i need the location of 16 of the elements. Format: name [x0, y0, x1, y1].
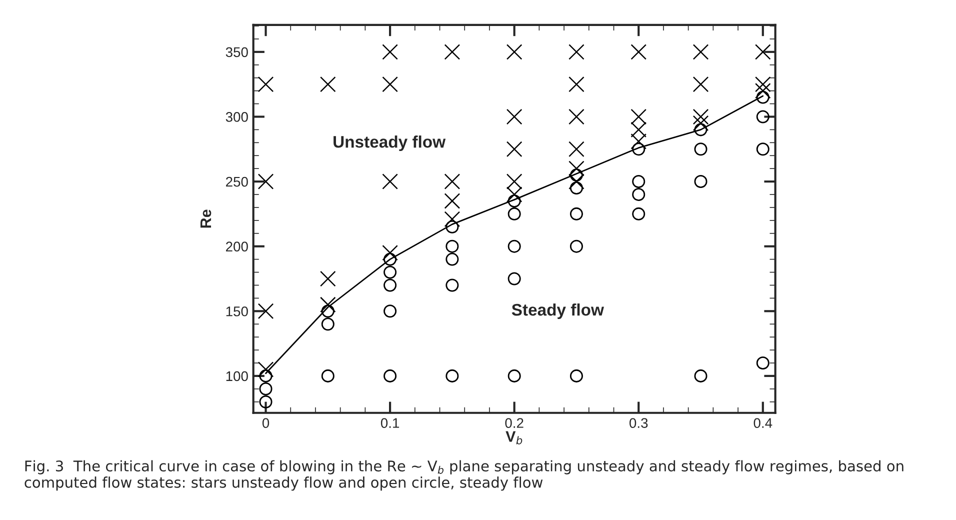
x-tick-label: 0.3 [630, 418, 648, 428]
y-tick-label: 200 [226, 242, 248, 252]
x-tick-label: 0.2 [505, 418, 524, 428]
y-tick-label: 100 [226, 371, 248, 382]
annotation: Unsteady flow [334, 136, 446, 152]
x-tick-label: 0 [262, 418, 270, 428]
y-tick-label: 300 [226, 112, 248, 122]
y-tick-label: 350 [226, 47, 248, 58]
y-axis-title: Re [200, 210, 212, 228]
x-axis-title: V$_{b}$ [506, 431, 522, 444]
annotation: Steady flow [512, 303, 604, 320]
x-tick-label: 0.4 [754, 418, 772, 428]
y-tick-label: 150 [226, 306, 248, 316]
y-tick-label: 250 [226, 176, 248, 187]
caption: Fig. 3 The critical curve in case of blowing in the Re ∼ V$_{b}$ plane separating unsteady and steady flow regimes, based on computed flow states: stars unsteady flow and open circle, steady flow [24, 460, 904, 491]
x-tick-label: 0.1 [380, 418, 400, 428]
